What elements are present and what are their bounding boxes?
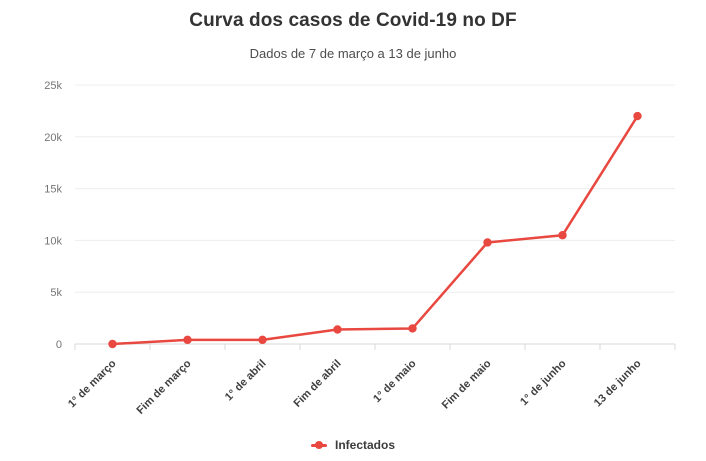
legend-dot-icon xyxy=(314,441,323,449)
x-axis-label: Fim de abril xyxy=(291,358,343,410)
x-axis-label: 1° de abril xyxy=(223,358,269,404)
x-axis-label: 1° de março xyxy=(66,357,119,410)
legend-item-infectados[interactable]: Infectados xyxy=(0,436,706,454)
x-axis-label: 13 de junho xyxy=(592,357,644,409)
x-axis-label: Fim de março xyxy=(135,357,194,416)
data-point[interactable] xyxy=(183,335,192,345)
data-point[interactable] xyxy=(333,325,342,334)
chart-title: Curva dos casos de Covid-19 no DF xyxy=(189,10,517,31)
data-point[interactable] xyxy=(108,339,117,349)
x-axis-label: Fim de maio xyxy=(440,357,494,411)
chart-subtitle: Dados de 7 de março a 13 de junho xyxy=(249,46,457,61)
x-axis-label: 1° de junho xyxy=(518,357,569,408)
data-point[interactable] xyxy=(558,231,567,240)
legend-label: Infectados xyxy=(334,438,395,452)
series-line-infectados xyxy=(111,114,639,346)
data-point[interactable] xyxy=(633,111,642,121)
data-point[interactable] xyxy=(408,324,417,333)
y-axis-tick-label: 20k xyxy=(44,132,62,144)
y-axis-tick-label: 10k xyxy=(44,235,62,247)
data-point[interactable] xyxy=(258,335,267,345)
y-axis-tick-label: 5k xyxy=(50,287,62,299)
y-axis-tick-label: 25k xyxy=(44,80,62,92)
x-axis-label: 1° de maio xyxy=(371,357,419,405)
data-point[interactable] xyxy=(483,238,492,247)
legend-line-marker-icon xyxy=(310,441,327,449)
y-axis-tick-label: 0 xyxy=(56,339,62,351)
y-axis-tick-label: 15k xyxy=(44,184,62,196)
line-chart: 0 5k 10k 15k 20k 25k 1° de março Fim de março 1°… xyxy=(44,80,676,417)
